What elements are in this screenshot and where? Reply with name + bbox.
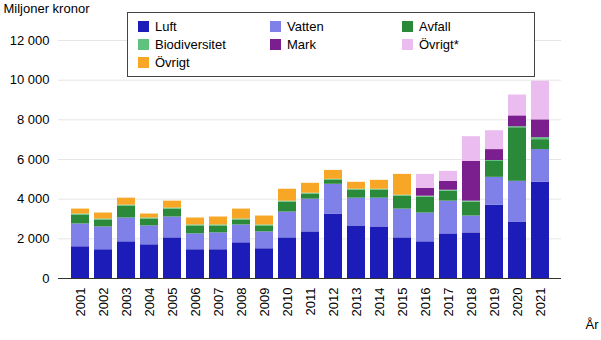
svg-text:2005: 2005: [165, 288, 180, 317]
svg-text:8 000: 8 000: [17, 112, 50, 127]
svg-text:2012: 2012: [326, 288, 341, 317]
svg-text:2007: 2007: [211, 288, 226, 317]
svg-text:2 000: 2 000: [17, 231, 50, 246]
svg-text:2003: 2003: [119, 288, 134, 317]
html-text:Vatten: Vatten: [287, 19, 324, 34]
svg-text:2017: 2017: [441, 288, 456, 317]
svg-text:6 000: 6 000: [17, 152, 50, 167]
svg-text:10 000: 10 000: [10, 72, 50, 87]
svg-text:2004: 2004: [142, 288, 157, 317]
svg-text:2008: 2008: [234, 288, 249, 317]
svg-text:2006: 2006: [188, 288, 203, 317]
html-text:Avfall: Avfall: [419, 19, 451, 34]
html-text:Mark: Mark: [287, 37, 316, 52]
svg-text:12 000: 12 000: [10, 33, 50, 48]
html-text:Övrigt*: Övrigt*: [419, 37, 459, 52]
svg-text:2020: 2020: [510, 288, 525, 317]
svg-text:2001: 2001: [73, 288, 88, 317]
svg-text:Miljoner kronor: Miljoner kronor: [4, 1, 91, 16]
svg-text:2014: 2014: [372, 288, 387, 317]
html-text:Luft: Luft: [155, 19, 177, 34]
svg-text:2013: 2013: [349, 288, 364, 317]
svg-text:2009: 2009: [257, 288, 272, 317]
svg-text:År: År: [586, 317, 600, 332]
svg-text:2002: 2002: [96, 288, 111, 317]
svg-text:2015: 2015: [395, 288, 410, 317]
svg-text:2018: 2018: [464, 288, 479, 317]
svg-text:2010: 2010: [280, 288, 295, 317]
html-text:Biodiversitet: Biodiversitet: [155, 37, 226, 52]
svg-text:2019: 2019: [487, 288, 502, 317]
svg-text:2016: 2016: [418, 288, 433, 317]
svg-text:0: 0: [42, 271, 49, 286]
svg-text:2021: 2021: [533, 288, 548, 317]
html-text:Övrigt: Övrigt: [155, 55, 190, 70]
svg-text:4 000: 4 000: [17, 191, 50, 206]
svg-text:2011: 2011: [303, 288, 318, 316]
